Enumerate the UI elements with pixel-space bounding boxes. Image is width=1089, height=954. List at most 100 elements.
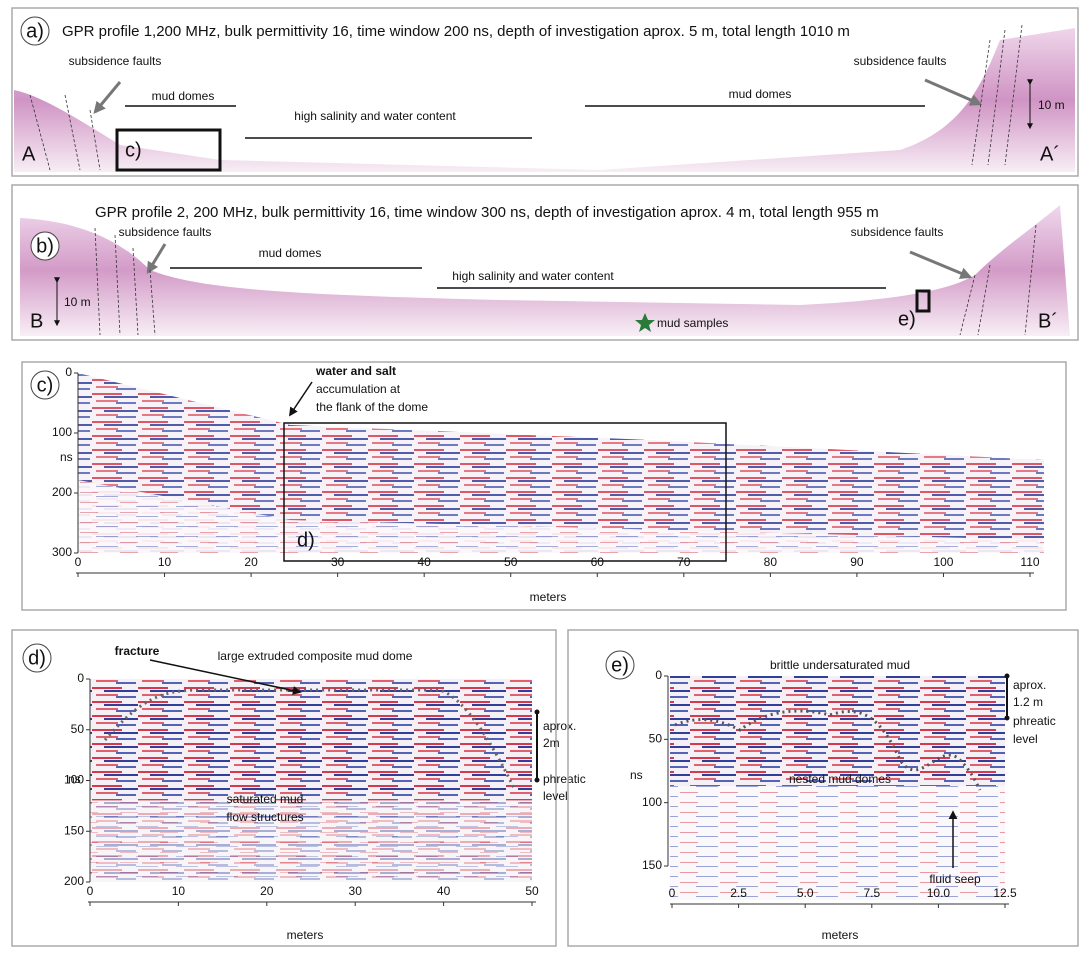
y-tick-label: 0 [77,671,84,685]
profile-end: A´ [1040,143,1060,165]
annotation: flow structures [226,810,303,824]
y-tick-label: 300 [52,545,72,559]
x-tick-label: 2.5 [730,886,747,900]
fault [94,227,101,336]
panel-label: e) [611,654,629,676]
y-axis-label: ns [630,768,643,782]
annotation: high salinity and water content [294,109,456,123]
x-axis-label: meters [287,928,324,942]
y-tick-label: 150 [64,823,84,837]
annotation: level [1013,732,1038,746]
annotation: large extruded composite mud dome [218,649,413,663]
inset-box [115,128,222,172]
x-tick-label: 20 [260,884,274,898]
y-tick-label: 100 [642,795,662,809]
profile-end: B´ [1038,310,1058,332]
fault [1004,24,1023,166]
fault [977,264,991,336]
x-axis-label: meters [822,928,859,942]
panel-label: c) [37,374,54,396]
annotation: the flank of the dome [316,400,428,414]
x-tick-label: 100 [933,555,953,569]
annotation: 1.2 m [1013,695,1043,709]
y-tick-label: 50 [649,732,663,746]
x-tick-label: 20 [244,555,258,569]
x-axis-label: meters [530,590,567,604]
arrow [924,78,983,106]
fault [89,109,101,171]
y-tick-label: 100 [52,425,72,439]
panel-frame [11,184,1079,341]
fault [971,39,991,166]
arrow [149,659,302,695]
scale-label: 10 m [64,295,91,309]
x-tick-label: 12.5 [993,886,1017,900]
fault [114,234,121,336]
inset-box [283,422,727,562]
inset-label: d) [297,529,315,551]
x-tick-label: 50 [504,555,518,569]
label-circle [605,650,635,680]
panel-frame [21,361,1067,611]
x-tick-label: 50 [525,884,539,898]
x-tick-label: 80 [764,555,778,569]
x-tick-label: 40 [418,555,432,569]
panel-label: b) [36,235,54,257]
x-tick-label: 0 [87,884,94,898]
y-tick-label: 150 [642,858,662,872]
label-circle [20,16,50,46]
annotation: mud samples [657,316,728,330]
fault [29,94,51,171]
x-tick-label: 90 [850,555,864,569]
fault [132,247,139,336]
profile-start: B [30,310,43,332]
annotation: saturated mud [227,792,304,806]
x-tick-label: 30 [349,884,363,898]
label-circle [30,231,60,261]
panel-label: d) [28,647,46,669]
panel-d: d) fracture large extruded composite mud… [11,629,586,947]
arrow [909,250,973,279]
panel-a: a) GPR profile 1,200 MHz, bulk permittiv… [11,7,1079,177]
panel-c: c) water and salt accumulation at the fl… [21,361,1067,611]
y-tick-label: 200 [64,874,84,888]
fault [64,94,81,171]
fault [1024,224,1037,336]
bar-end [1004,715,1010,721]
annotation: nested mud domes [789,772,891,786]
annotation: subsidence faults [69,54,162,68]
x-tick-label: 110 [1020,555,1039,569]
profile [20,205,1070,336]
fault [959,274,976,336]
profile-start: A [22,143,36,165]
annotation: mud domes [152,89,215,103]
sample-star [635,313,655,332]
annotation: mud domes [259,246,322,260]
arrow [93,81,122,114]
radargram-deep [90,800,532,882]
x-tick-label: 7.5 [863,886,880,900]
x-tick-label: 70 [677,555,691,569]
profile [14,28,1075,172]
panel-b: GPR profile 2, 200 MHz, bulk permittivit… [11,184,1079,341]
x-tick-label: 60 [591,555,605,569]
inset-label: c) [125,139,142,161]
bar-end [534,709,540,715]
panel-title: GPR profile 1,200 MHz, bulk permittivity… [62,23,850,40]
panel-frame [567,629,1079,947]
annotation: subsidence faults [851,225,944,239]
annotation: fluid seep [929,872,981,886]
x-tick-label: 30 [331,555,345,569]
y-tick-label: 200 [52,485,72,499]
label-circle [30,370,60,400]
annotation: subsidence faults [854,54,947,68]
y-axis-label: ns [68,772,81,786]
annotation: fracture [115,644,160,658]
x-tick-label: 10 [158,555,172,569]
scale-label: 10 m [1038,98,1065,112]
bar-end [1004,673,1010,679]
x-tick-label: 0 [669,886,676,900]
inset-box [915,289,931,313]
annotation: accumulation at [316,382,401,396]
dome-outline [674,709,982,791]
